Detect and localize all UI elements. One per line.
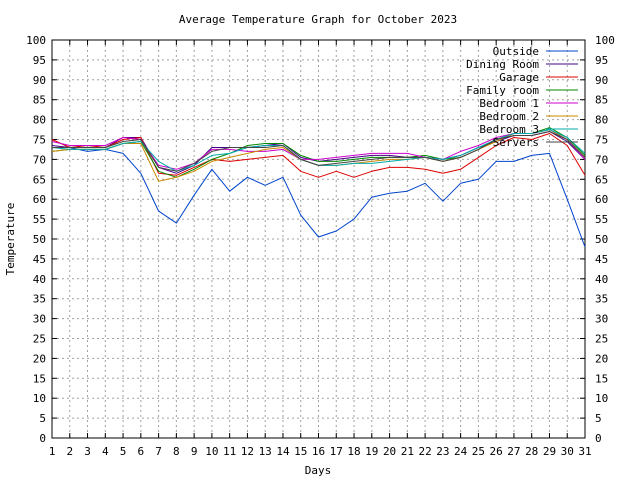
y-tick-label-right: 50	[595, 233, 608, 246]
y-tick-label-right: 30	[595, 313, 608, 326]
grid-lines	[52, 40, 585, 438]
x-tick-label: 28	[525, 445, 538, 458]
y-tick-label-left: 45	[33, 253, 46, 266]
y-tick-label-right: 80	[595, 114, 608, 127]
y-tick-label-left: 5	[39, 412, 46, 425]
legend-label: Bedroom 2	[479, 110, 539, 123]
y-tick-label-left: 50	[33, 233, 46, 246]
y-tick-label-left: 55	[33, 213, 46, 226]
y-tick-label-left: 85	[33, 94, 46, 107]
x-tick-label: 23	[436, 445, 449, 458]
y-tick-label-left: 10	[33, 392, 46, 405]
series-lines	[51, 127, 586, 248]
y-tick-label-left: 90	[33, 74, 46, 87]
x-tick-label: 8	[173, 445, 180, 458]
x-tick-label: 9	[191, 445, 198, 458]
x-tick-label: 12	[241, 445, 254, 458]
x-tick-label: 25	[472, 445, 485, 458]
series-line-servers	[52, 131, 586, 172]
x-tick-label: 10	[205, 445, 218, 458]
legend-label: Bedroom 1	[479, 97, 539, 110]
x-tick-label: 18	[347, 445, 360, 458]
chart-title: Average Temperature Graph for October 20…	[179, 13, 457, 26]
x-tick-label: 15	[294, 445, 307, 458]
x-tick-label: 16	[312, 445, 325, 458]
y-tick-label-right: 5	[595, 412, 602, 425]
y-tick-label-right: 45	[595, 253, 608, 266]
y-tick-label-left: 35	[33, 293, 46, 306]
y-tick-label-right: 85	[595, 94, 608, 107]
y-tick-label-right: 10	[595, 392, 608, 405]
y-tick-label-left: 70	[33, 153, 46, 166]
y-tick-label-right: 90	[595, 74, 608, 87]
x-tick-label: 30	[561, 445, 574, 458]
series-line-outside	[52, 147, 586, 248]
y-tick-label-left: 15	[33, 372, 46, 385]
legend-label: Garage	[499, 71, 539, 84]
y-tick-label-right: 95	[595, 54, 608, 67]
x-tick-label: 11	[223, 445, 236, 458]
legend-label: Dining Room	[466, 58, 539, 71]
y-tick-label-right: 0	[595, 432, 602, 445]
y-tick-label-left: 75	[33, 134, 46, 147]
legend-label: Servers	[493, 136, 539, 149]
y-tick-label-left: 25	[33, 333, 46, 346]
x-tick-label: 26	[490, 445, 503, 458]
y-tick-label-right: 20	[595, 352, 608, 365]
y-tick-label-left: 95	[33, 54, 46, 67]
x-tick-label: 24	[454, 445, 468, 458]
x-axis-label: Days	[305, 464, 332, 477]
x-tick-label: 14	[276, 445, 290, 458]
y-axis-label: Temperature	[4, 203, 17, 276]
y-tick-label-left: 0	[39, 432, 46, 445]
x-tick-label: 6	[138, 445, 145, 458]
legend-label: Bedroom 3	[479, 123, 539, 136]
x-tick-label: 1	[49, 445, 56, 458]
x-tick-label: 20	[383, 445, 396, 458]
y-tick-label-right: 40	[595, 273, 608, 286]
x-tick-label: 13	[259, 445, 272, 458]
x-tick-label: 19	[365, 445, 378, 458]
y-tick-label-right: 35	[595, 293, 608, 306]
x-tick-label: 5	[120, 445, 127, 458]
x-tick-label: 4	[102, 445, 109, 458]
y-tick-label-left: 100	[26, 34, 46, 47]
x-tick-label: 3	[84, 445, 91, 458]
series-line-garage	[51, 133, 586, 178]
legend-label: Family room	[466, 84, 539, 97]
y-tick-label-right: 55	[595, 213, 608, 226]
x-tick-label: 21	[401, 445, 414, 458]
y-tick-label-right: 70	[595, 153, 608, 166]
y-tick-label-left: 20	[33, 352, 46, 365]
y-tick-label-left: 65	[33, 173, 46, 186]
x-tick-label: 22	[418, 445, 431, 458]
y-tick-label-right: 15	[595, 372, 608, 385]
x-tick-label: 7	[155, 445, 162, 458]
y-tick-label-left: 60	[33, 193, 46, 206]
x-tick-label: 2	[66, 445, 73, 458]
y-tick-label-left: 30	[33, 313, 46, 326]
x-tick-label: 29	[543, 445, 556, 458]
y-tick-label-right: 65	[595, 173, 608, 186]
y-tick-label-right: 100	[595, 34, 615, 47]
y-tick-label-right: 75	[595, 134, 608, 147]
x-tick-label: 27	[507, 445, 520, 458]
y-tick-label-left: 40	[33, 273, 46, 286]
y-tick-label-right: 25	[595, 333, 608, 346]
legend-label: Outside	[493, 45, 539, 58]
y-tick-label-right: 60	[595, 193, 608, 206]
y-tick-label-left: 80	[33, 114, 46, 127]
x-tick-label: 17	[330, 445, 343, 458]
x-tick-label: 31	[578, 445, 591, 458]
